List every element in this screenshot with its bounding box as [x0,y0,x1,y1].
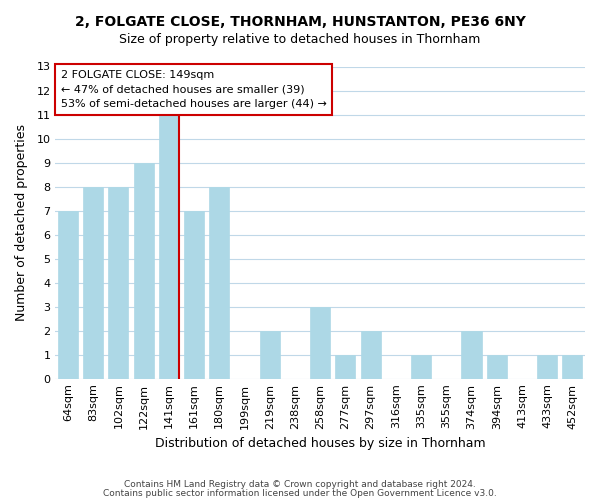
Bar [310,306,330,378]
Text: 2, FOLGATE CLOSE, THORNHAM, HUNSTANTON, PE36 6NY: 2, FOLGATE CLOSE, THORNHAM, HUNSTANTON, … [74,15,526,29]
Bar [487,354,507,378]
Bar [260,330,280,378]
Bar [461,330,482,378]
X-axis label: Distribution of detached houses by size in Thornham: Distribution of detached houses by size … [155,437,485,450]
Bar [108,186,128,378]
Text: 2 FOLGATE CLOSE: 149sqm
← 47% of detached houses are smaller (39)
53% of semi-de: 2 FOLGATE CLOSE: 149sqm ← 47% of detache… [61,70,326,109]
Bar [58,210,78,378]
Bar [159,114,179,378]
Bar [335,354,355,378]
Bar [537,354,557,378]
Bar [411,354,431,378]
Text: Contains HM Land Registry data © Crown copyright and database right 2024.: Contains HM Land Registry data © Crown c… [124,480,476,489]
Bar [562,354,583,378]
Text: Contains public sector information licensed under the Open Government Licence v3: Contains public sector information licen… [103,488,497,498]
Text: Size of property relative to detached houses in Thornham: Size of property relative to detached ho… [119,32,481,46]
Bar [134,162,154,378]
Bar [361,330,380,378]
Bar [209,186,229,378]
Y-axis label: Number of detached properties: Number of detached properties [15,124,28,321]
Bar [83,186,103,378]
Bar [184,210,204,378]
